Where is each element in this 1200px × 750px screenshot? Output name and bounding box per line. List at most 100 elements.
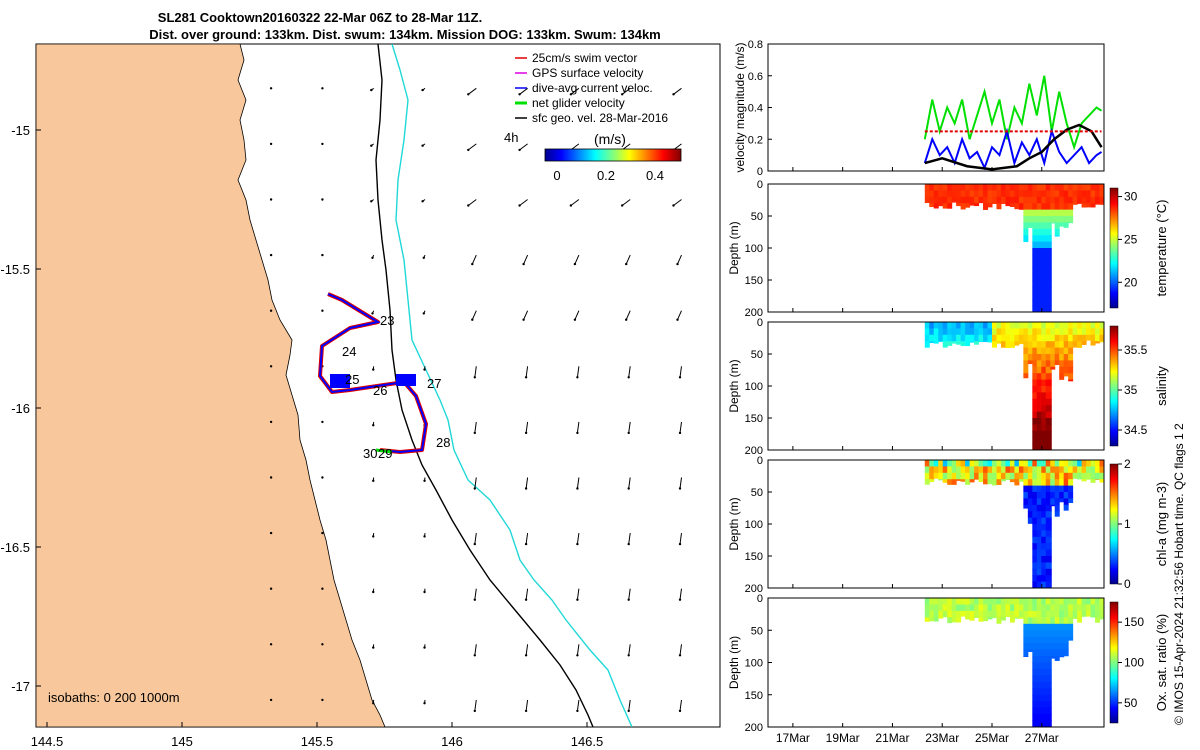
temperature-cell	[1032, 292, 1039, 300]
oxygen-cell	[1036, 617, 1043, 625]
chl-a-cell	[1041, 492, 1048, 499]
oxygen-cell	[1032, 720, 1039, 728]
salinity-cell	[1041, 405, 1048, 413]
temperature-cell	[1086, 190, 1092, 198]
velocity-vector	[518, 143, 528, 152]
salinity-cell	[1036, 430, 1043, 438]
chl-a-cell	[1032, 492, 1039, 499]
vector-head	[423, 535, 426, 538]
velocity-vector	[467, 143, 477, 152]
oxygen-cell	[1014, 598, 1020, 605]
oxygen-cell	[987, 610, 993, 618]
current-line	[318, 293, 428, 454]
velocity-vector	[473, 366, 477, 379]
temperature-cell	[1005, 196, 1011, 204]
chl-a-cell	[951, 460, 957, 467]
chl-a-cell	[1041, 485, 1048, 493]
oxygen-cell	[1036, 688, 1043, 696]
vector-shaft	[525, 588, 529, 600]
chl-a-cell	[1050, 479, 1056, 487]
temperature-cell	[1041, 190, 1048, 198]
oxygen-cell	[992, 598, 997, 605]
temperature-cell	[938, 184, 944, 191]
vector-head	[522, 262, 525, 266]
salinity-colorbar-tick-label: 34.5	[1124, 423, 1148, 437]
velocity-vector	[321, 531, 324, 535]
vector-head	[676, 262, 679, 266]
salinity-cell	[1027, 347, 1033, 355]
temperature-cell	[965, 190, 971, 198]
chl-a-cell	[1063, 492, 1069, 499]
salinity-cell	[1023, 334, 1029, 342]
map-y-tick-label: -16	[11, 401, 30, 416]
oxygen-cell	[1068, 630, 1074, 638]
chl-a-cell	[1063, 472, 1069, 480]
oxygen-cell	[947, 617, 953, 624]
salinity-cell	[1095, 328, 1101, 336]
temperature-cell	[1041, 280, 1048, 287]
chart-title-line2: Dist. over ground: 133km. Dist. swum: 13…	[149, 27, 661, 42]
oxygen-cell	[956, 604, 962, 612]
salinity-cell	[992, 328, 997, 336]
chl-a-cell	[1068, 472, 1074, 480]
oxygen-cell	[1086, 610, 1092, 617]
vector-head	[423, 368, 426, 371]
oxygen-cell	[1036, 610, 1043, 618]
velocity-vector	[370, 199, 375, 203]
vector-head	[372, 368, 375, 371]
salinity-colorbar-tick-label: 35	[1124, 383, 1138, 397]
oxygen-cell	[1009, 610, 1015, 618]
temperature-cell	[956, 203, 962, 207]
oxygen-cell	[1036, 675, 1043, 683]
oxygen-cell	[965, 610, 971, 618]
chl-a-cell	[1032, 466, 1039, 474]
chl-a-cell	[983, 460, 989, 467]
salinity-cell	[924, 322, 930, 329]
velocity-vector	[573, 254, 580, 266]
temperature-cell	[1081, 203, 1087, 208]
oxygen-cell	[1041, 714, 1048, 722]
temperature-cell	[1077, 190, 1083, 198]
oxygen-cell	[1014, 604, 1020, 612]
salinity-cell	[1068, 334, 1074, 342]
vector-shaft	[525, 699, 529, 711]
oxygen-cell	[1032, 694, 1039, 702]
chl-a-cell	[1023, 466, 1029, 474]
temperature-cell	[1027, 222, 1033, 228]
chl-a-cell	[924, 460, 930, 467]
vector-head	[269, 198, 273, 201]
oxygen-cell	[1095, 604, 1101, 612]
salinity-cell	[933, 334, 939, 342]
chl-a-cell	[1050, 460, 1056, 467]
oxygen-cell	[1023, 643, 1029, 651]
velocity-y-tick-label: 0.4	[748, 103, 763, 115]
chl-a-cell	[1032, 536, 1039, 544]
oxygen-cell	[1032, 681, 1039, 689]
temperature-cell	[996, 184, 1002, 191]
velocity-vector	[676, 310, 682, 321]
chl-a-cell	[1059, 460, 1065, 467]
oxygen-cell	[1027, 598, 1033, 605]
velocity-vector	[371, 254, 375, 259]
vector-shaft	[570, 199, 580, 206]
velocity-vector	[423, 644, 426, 649]
velocity-vector	[621, 87, 631, 96]
oxygen-cell	[1041, 720, 1048, 728]
temperature-y-tick-label: 150	[745, 275, 763, 287]
chl-a-cell	[1068, 485, 1074, 493]
velocity-vector	[524, 366, 529, 379]
vector-head	[423, 590, 426, 594]
salinity-cell	[1081, 341, 1087, 345]
chl-a-cell	[1054, 472, 1060, 480]
temperature-cell	[1036, 273, 1043, 281]
temperature-cell	[1023, 222, 1029, 230]
temperature-cell	[1032, 286, 1039, 294]
salinity-cell	[1027, 341, 1033, 349]
temperature-cell	[942, 203, 948, 209]
oxygen-cell	[1032, 610, 1039, 618]
footer-credit: © IMOS 15-Apr-2024 21:32:56 Hobart time.…	[1172, 423, 1186, 725]
salinity-cell	[1032, 430, 1039, 438]
temperature-cell	[1090, 184, 1096, 191]
oxygen-cell	[1045, 623, 1052, 631]
oxygen-cell	[1027, 623, 1033, 631]
